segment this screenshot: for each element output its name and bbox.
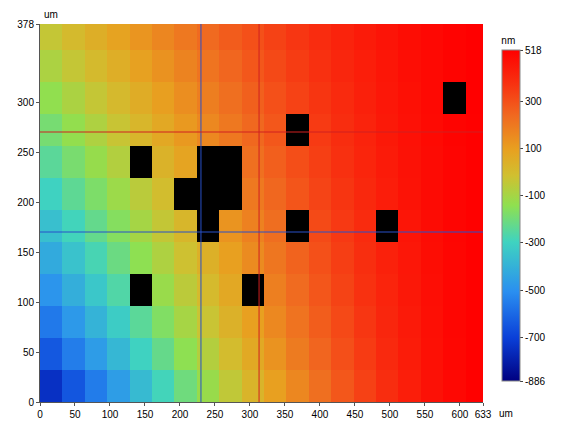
svg-text:600: 600 xyxy=(452,409,469,420)
svg-text:0: 0 xyxy=(28,397,34,408)
svg-text:450: 450 xyxy=(347,409,364,420)
svg-text:500: 500 xyxy=(382,409,399,420)
svg-text:250: 250 xyxy=(207,409,224,420)
svg-text:nm: nm xyxy=(501,35,515,46)
svg-text:um: um xyxy=(499,408,513,419)
svg-text:100: 100 xyxy=(17,297,34,308)
svg-text:150: 150 xyxy=(17,247,34,258)
svg-text:-100: -100 xyxy=(525,190,545,201)
svg-text:50: 50 xyxy=(23,347,35,358)
svg-text:200: 200 xyxy=(172,409,189,420)
svg-text:300: 300 xyxy=(525,96,542,107)
svg-text:-500: -500 xyxy=(525,285,545,296)
svg-text:0: 0 xyxy=(37,409,43,420)
svg-text:100: 100 xyxy=(102,409,119,420)
svg-text:400: 400 xyxy=(312,409,329,420)
svg-text:-300: -300 xyxy=(525,237,545,248)
svg-text:100: 100 xyxy=(525,143,542,154)
svg-text:378: 378 xyxy=(17,19,34,30)
svg-text:550: 550 xyxy=(417,409,434,420)
svg-text:350: 350 xyxy=(277,409,294,420)
svg-text:300: 300 xyxy=(242,409,259,420)
svg-text:250: 250 xyxy=(17,147,34,158)
svg-text:um: um xyxy=(44,9,58,20)
svg-text:518: 518 xyxy=(525,45,542,56)
svg-text:50: 50 xyxy=(69,409,81,420)
svg-text:633: 633 xyxy=(475,409,492,420)
svg-text:-700: -700 xyxy=(525,332,545,343)
svg-text:200: 200 xyxy=(17,197,34,208)
svg-text:-886: -886 xyxy=(525,376,545,387)
svg-text:150: 150 xyxy=(137,409,154,420)
svg-text:300: 300 xyxy=(17,97,34,108)
